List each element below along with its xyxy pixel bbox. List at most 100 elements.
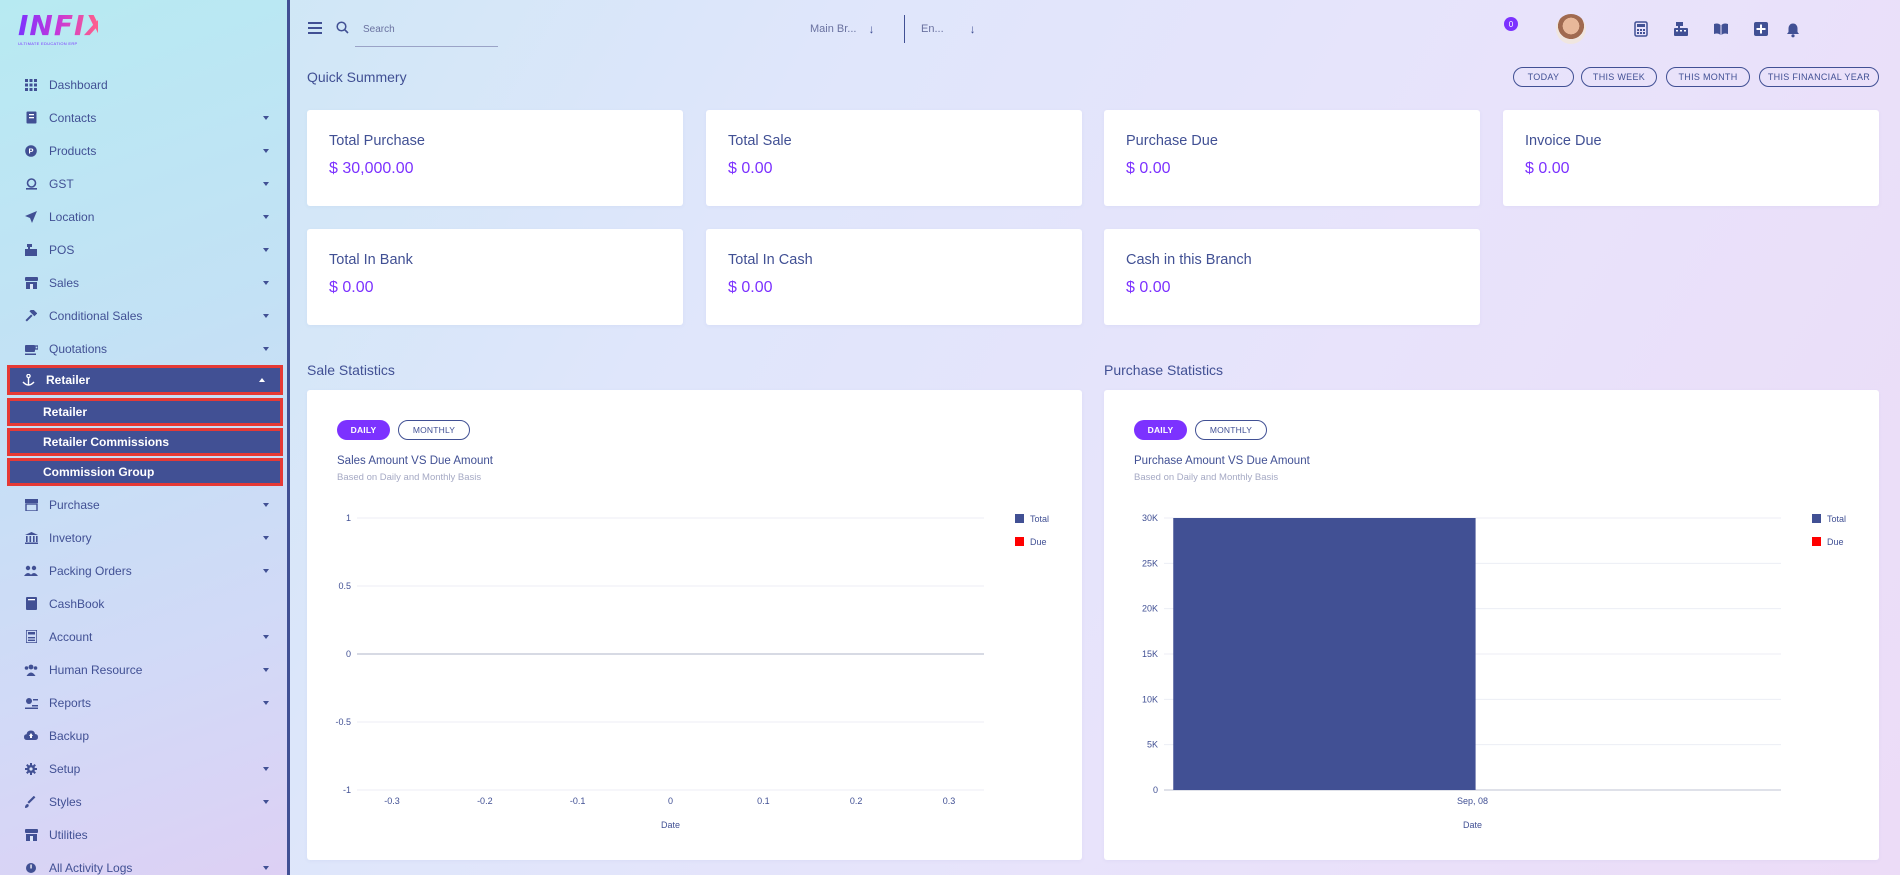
bar-total [1173, 518, 1476, 790]
top-header: Main Br... ↓ En... ↓ 0 Quick Summery [293, 0, 1900, 85]
log-icon [24, 861, 38, 875]
hammer-icon [24, 309, 38, 323]
legend-swatch [1812, 537, 1821, 546]
y-tick-label: 0 [1153, 785, 1158, 795]
sidebar-item-label: Invetory [49, 530, 92, 545]
sidebar-item-purchase[interactable]: Purchase [0, 488, 287, 521]
open-book-icon[interactable] [1713, 21, 1729, 37]
search-icon [336, 21, 349, 34]
sidebar-item-retailer-active[interactable]: Retailer [7, 365, 283, 395]
stat-card-total-purchase: Total Purchase $ 30,000.00 [307, 110, 683, 206]
purchase-chart: 0 5K 10K 15K 20K 25K 30K Sep, 08 Date Total Due [1142, 513, 1846, 830]
quick-summary-title: Quick Summery [307, 69, 407, 85]
sale-monthly-toggle[interactable]: MONTHLY [398, 420, 470, 440]
sidebar-item-pos[interactable]: POS [0, 233, 287, 266]
user-avatar[interactable] [1556, 14, 1586, 44]
sidebar-item-label: Quotations [49, 341, 108, 356]
legend-label: Due [1030, 537, 1047, 547]
sidebar-item-invetory[interactable]: Invetory [0, 521, 287, 554]
stat-card-total-in-cash: Total In Cash $ 0.00 [706, 229, 1082, 325]
x-tick-label: 0.3 [943, 796, 956, 806]
caret-down-icon [263, 799, 269, 804]
sale-daily-toggle[interactable]: DAILY [337, 420, 390, 440]
sidebar-item-label: Packing Orders [49, 563, 132, 578]
sidebar-item-reports[interactable]: Reports [0, 686, 287, 719]
store-icon [24, 276, 38, 290]
product-badge-icon: P [24, 144, 38, 158]
range-today-button[interactable]: TODAY [1513, 67, 1574, 87]
stat-label: Purchase Due [1126, 133, 1218, 149]
y-tick-label: 5K [1147, 740, 1158, 750]
submenu-item-retailer-commissions[interactable]: Retailer Commissions [7, 428, 283, 456]
y-tick-label: 25K [1142, 558, 1158, 568]
add-square-icon[interactable] [1753, 21, 1769, 37]
y-tick-label: -0.5 [335, 717, 351, 727]
sidebar-item-location[interactable]: Location [0, 200, 287, 233]
purchase-daily-toggle[interactable]: DAILY [1134, 420, 1187, 440]
sidebar-item-label: Dashboard [49, 77, 108, 92]
sidebar-item-label: Styles [49, 794, 82, 809]
submenu-item-retailer[interactable]: Retailer [7, 398, 283, 426]
range-this-month-button[interactable]: THIS MONTH [1666, 67, 1750, 87]
purchase-statistics-title: Purchase Statistics [1104, 362, 1224, 378]
sidebar-item-setup[interactable]: Setup [0, 752, 287, 785]
sidebar: INFIX ULTIMATE EDUCATION ERP Dashboard Co… [0, 0, 290, 875]
legend-label: Total [1827, 514, 1846, 524]
sidebar-item-utilities[interactable]: Utilities [0, 818, 287, 851]
purchase-monthly-toggle[interactable]: MONTHLY [1195, 420, 1267, 440]
caret-down-icon [263, 667, 269, 672]
caret-down-icon [263, 535, 269, 540]
brand-logo[interactable]: INFIX ULTIMATE EDUCATION ERP [18, 12, 107, 48]
sidebar-item-dashboard[interactable]: Dashboard [0, 68, 287, 101]
shop-icon [24, 498, 38, 512]
caret-down-icon [263, 214, 269, 219]
bell-icon[interactable] [1785, 22, 1801, 38]
range-financial-year-button[interactable]: THIS FINANCIAL YEAR [1759, 67, 1879, 87]
stat-value: $ 0.00 [1126, 279, 1171, 296]
sidebar-item-packing-orders[interactable]: Packing Orders [0, 554, 287, 587]
sidebar-item-styles[interactable]: Styles [0, 785, 287, 818]
sidebar-item-human-resource[interactable]: Human Resource [0, 653, 287, 686]
sidebar-item-all-activity-logs[interactable]: All Activity Logs [0, 851, 287, 875]
book-icon [24, 597, 38, 611]
sidebar-item-conditional-sales[interactable]: Conditional Sales [0, 299, 287, 332]
caret-down-icon [263, 865, 269, 870]
sidebar-item-label: POS [49, 242, 75, 257]
sidebar-item-backup[interactable]: Backup [0, 719, 287, 752]
x-tick-label: 0 [668, 796, 673, 806]
sidebar-item-products[interactable]: P Products [0, 134, 287, 167]
sidebar-item-cashbook[interactable]: CashBook [0, 587, 287, 620]
sidebar-item-label: Setup [49, 761, 81, 776]
sidebar-item-gst[interactable]: GST [0, 167, 287, 200]
y-tick-label: 30K [1142, 513, 1158, 523]
contact-book-icon [24, 111, 38, 125]
x-tick-label: 0.1 [757, 796, 770, 806]
cash-register-icon[interactable] [1673, 21, 1689, 37]
y-tick-label: 0.5 [338, 581, 351, 591]
grid-icon [24, 78, 38, 92]
sidebar-item-quotations[interactable]: Quotations [0, 332, 287, 365]
language-select[interactable]: En... ↓ [921, 22, 976, 36]
cloud-icon [24, 729, 38, 743]
submenu-item-commission-group[interactable]: Commission Group [7, 458, 283, 486]
search-box [355, 20, 498, 47]
sidebar-item-contacts[interactable]: Contacts [0, 101, 287, 134]
location-arrow-icon [24, 210, 38, 224]
search-input[interactable] [363, 20, 493, 38]
calculator-icon[interactable] [1633, 21, 1649, 37]
range-this-week-button[interactable]: THIS WEEK [1581, 67, 1657, 87]
stat-label: Total Purchase [329, 133, 425, 149]
sidebar-item-label: Contacts [49, 110, 97, 125]
sidebar-item-label: Utilities [49, 827, 88, 842]
branch-select[interactable]: Main Br... ↓ [810, 22, 874, 36]
legend-swatch [1812, 514, 1821, 523]
reports-icon [24, 696, 38, 710]
menu-toggle-icon[interactable] [308, 22, 322, 34]
sidebar-item-label: GST [49, 176, 74, 191]
caret-down-icon [263, 148, 269, 153]
sidebar-item-sales[interactable]: Sales [0, 266, 287, 299]
sidebar-item-account[interactable]: Account [0, 620, 287, 653]
sidebar-item-label: Human Resource [49, 662, 143, 677]
stat-value: $ 0.00 [728, 279, 773, 296]
caret-down-icon [263, 766, 269, 771]
